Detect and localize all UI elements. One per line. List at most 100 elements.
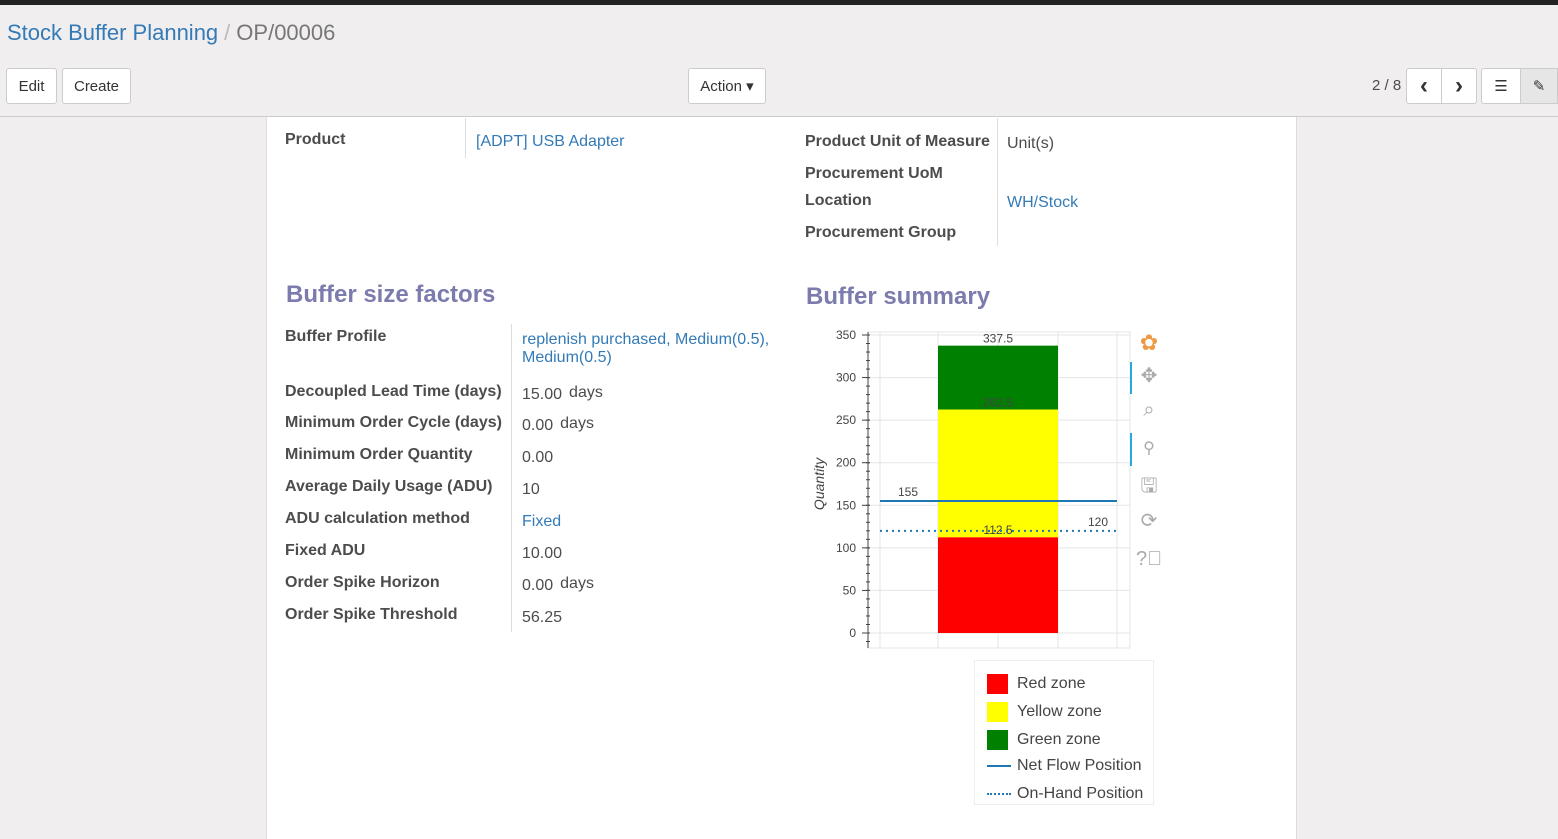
reset-icon[interactable]: ⟳ — [1140, 510, 1158, 532]
box-zoom-icon[interactable]: ⌕ — [1143, 399, 1155, 421]
legend-label: Net Flow Position — [1017, 757, 1142, 774]
pan-icon[interactable]: ✥ — [1140, 365, 1158, 387]
factor-value-text: Fixed — [522, 513, 562, 530]
factor-value-text: Medium(0.5) — [522, 349, 612, 366]
bar-label: 112.5 — [983, 523, 1012, 537]
factor-label: Decoupled Lead Time (days) — [285, 383, 502, 400]
legend-label: Green zone — [1017, 731, 1101, 748]
legend-swatch — [987, 702, 1008, 722]
list-view-button[interactable]: ☰ — [1481, 68, 1521, 104]
factor-label: Order Spike Horizon — [285, 574, 440, 591]
factor-value-text: 56.25 — [522, 609, 563, 626]
divider — [511, 324, 512, 632]
bar-segment-green-zone — [938, 345, 1058, 410]
y-tick-label: 200 — [836, 456, 856, 470]
divider — [465, 118, 466, 158]
form-view-button[interactable]: ✎ — [1520, 68, 1558, 104]
uom-value: Unit(s) — [1007, 135, 1055, 152]
legend-yellow-zone: Yellow zone — [987, 702, 1102, 722]
bar-label: 337.5 — [983, 332, 1013, 346]
factor-label: Average Daily Usage (ADU) — [285, 478, 493, 495]
bar-label: 262.5 — [983, 396, 1013, 410]
action-dropdown[interactable]: Action ▾ — [688, 68, 766, 104]
line-label: 155 — [898, 485, 918, 499]
legend-label: On-Hand Position — [1017, 785, 1144, 802]
legend-green-zone: Green zone — [987, 730, 1101, 750]
y-tick-label: 0 — [849, 626, 856, 640]
edit-form-icon: ✎ — [1532, 78, 1546, 95]
control-panel: Stock Buffer Planning / OP/00006 Edit Crea… — [0, 5, 1558, 117]
factor-value-text: 0.00 — [522, 577, 554, 594]
factor-value: 10.00 — [522, 545, 562, 563]
factor-label: Order Spike Threshold — [285, 606, 458, 623]
factor-value: 10 — [522, 481, 540, 499]
legend-net-flow: Net Flow Position — [987, 757, 1142, 775]
save-icon[interactable]: 🖫 — [1140, 475, 1158, 497]
create-button[interactable]: Create — [62, 68, 131, 104]
factor-value: 56.25 — [522, 609, 562, 627]
legend-swatch — [987, 793, 1011, 795]
location-value[interactable]: WH/Stock — [1007, 194, 1079, 211]
factor-value[interactable]: Fixed — [522, 513, 561, 531]
product-label: Product — [285, 131, 346, 148]
factor-label: ADU calculation method — [285, 510, 470, 527]
procurement-uom-label: Procurement UoM — [805, 165, 943, 182]
factor-unit: days — [569, 384, 603, 401]
factor-unit: days — [560, 575, 594, 592]
y-tick-label: 250 — [836, 413, 856, 427]
legend-red-zone: Red zone — [987, 674, 1086, 694]
factor-value-text: 10.00 — [522, 545, 563, 562]
y-tick-label: 300 — [836, 371, 856, 385]
y-tick-label: 150 — [836, 498, 856, 512]
legend-swatch — [987, 765, 1011, 767]
y-tick-label: 100 — [836, 541, 856, 555]
factor-value: 15.00 days — [522, 384, 603, 404]
line-label: 120 — [1088, 515, 1108, 529]
divider — [997, 118, 998, 246]
buffer-size-factors-title: Buffer size factors — [286, 281, 496, 308]
factor-label: Minimum Order Cycle (days) — [285, 414, 502, 431]
legend-swatch — [987, 674, 1008, 694]
legend-on-hand: On-Hand Position — [987, 785, 1143, 803]
factor-label: Minimum Order Quantity — [285, 446, 473, 463]
factor-label: Buffer Profile — [285, 328, 387, 345]
factor-value-text: 0.00 — [522, 417, 554, 434]
factor-value: 0.00 — [522, 449, 553, 467]
location-label: Location — [805, 192, 872, 209]
factor-value: 0.00 days — [522, 575, 594, 595]
breadcrumb: Stock Buffer Planning / OP/00006 — [7, 20, 335, 46]
top-bar — [0, 0, 1558, 5]
legend-label: Red zone — [1017, 675, 1086, 692]
factor-value-text: replenish purchased, Medium(0.5), — [522, 331, 770, 348]
factor-value: 0.00 days — [522, 415, 594, 435]
list-icon: ☰ — [1494, 78, 1508, 95]
help-icon[interactable]: ?⃝ — [1136, 548, 1163, 570]
chart-legend: Red zone Yellow zone Green zone Net Flow… — [974, 660, 1154, 805]
factor-label: Fixed ADU — [285, 542, 366, 559]
legend-swatch — [987, 730, 1008, 750]
wheel-zoom-icon[interactable]: ⚲ — [1143, 440, 1155, 457]
breadcrumb-separator: / — [224, 20, 231, 45]
breadcrumb-parent[interactable]: Stock Buffer Planning — [7, 20, 219, 45]
bar-segment-red-zone — [938, 537, 1058, 633]
factor-unit: days — [560, 415, 594, 432]
factor-value-text: 15.00 — [522, 386, 563, 403]
edit-button[interactable]: Edit — [6, 68, 57, 104]
y-tick-label: 350 — [836, 328, 856, 342]
pager-next-button[interactable]: › — [1441, 68, 1477, 104]
pager-counter[interactable]: 2 / 8 — [1372, 77, 1402, 94]
y-axis-label: Quantity — [811, 457, 827, 510]
factor-value[interactable]: replenish purchased, Medium(0.5), Medium(… — [522, 331, 769, 367]
pager-previous-button[interactable]: ‹ — [1406, 68, 1442, 104]
bar-segment-yellow-zone — [938, 409, 1058, 538]
bokeh-logo-icon[interactable]: ✿ — [1139, 330, 1159, 355]
uom-label: Product Unit of Measure — [805, 133, 990, 150]
factor-value-text: 0.00 — [522, 449, 554, 466]
product-value[interactable]: [ADPT] USB Adapter — [476, 133, 625, 150]
y-tick-label: 50 — [843, 583, 857, 597]
buffer-summary-title: Buffer summary — [806, 283, 991, 310]
legend-label: Yellow zone — [1017, 703, 1102, 720]
factor-value-text: 10 — [522, 481, 540, 498]
breadcrumb-current: OP/00006 — [236, 20, 336, 45]
buffer-chart: 0 50 100 150 200 250 300 350 Quantity 337.5 262.5 1… — [811, 328, 1131, 649]
